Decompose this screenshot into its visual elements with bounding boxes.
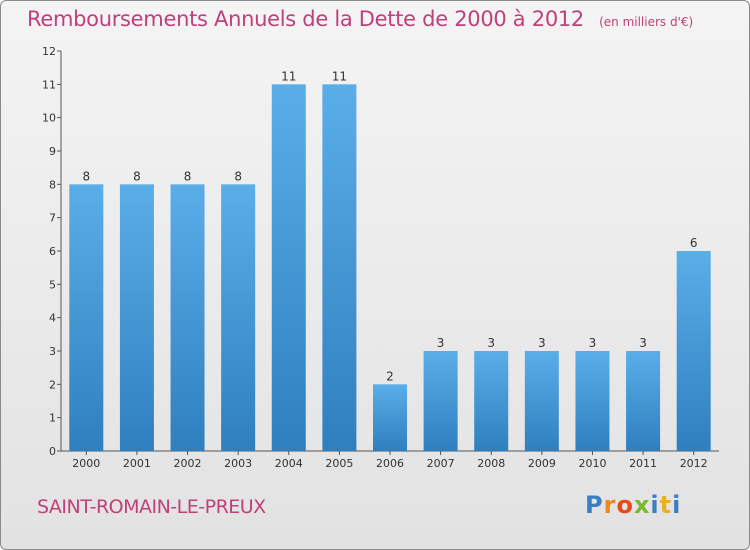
bar <box>575 351 610 451</box>
logo-letter: i <box>672 491 682 519</box>
logo-letter: P <box>585 491 604 519</box>
bar <box>524 351 559 451</box>
bar <box>221 184 256 452</box>
y-tick-label: 7 <box>49 212 56 225</box>
x-tick-label: 2004 <box>275 457 303 470</box>
bar <box>69 184 104 452</box>
x-tick-label: 2012 <box>680 457 708 470</box>
x-tick-label: 2001 <box>123 457 151 470</box>
y-tick-label: 6 <box>49 245 56 258</box>
data-label: 3 <box>437 336 445 350</box>
bar <box>626 351 661 451</box>
data-label: 8 <box>133 169 141 183</box>
logo-letter: r <box>603 491 617 519</box>
commune-name: SAINT-ROMAIN-LE-PREUX <box>37 496 266 518</box>
x-tick-label: 2007 <box>427 457 455 470</box>
y-tick-label: 1 <box>49 412 56 425</box>
y-tick-label: 3 <box>49 345 56 358</box>
bar <box>322 84 357 451</box>
bar <box>676 251 711 451</box>
data-label: 3 <box>589 336 597 350</box>
bar <box>373 384 407 451</box>
x-tick-label: 2008 <box>477 457 505 470</box>
y-tick-label: 0 <box>49 445 56 458</box>
y-tick-label: 12 <box>42 45 56 58</box>
x-tick-label: 2010 <box>578 457 606 470</box>
x-tick-label: 2009 <box>528 457 556 470</box>
bar <box>170 184 205 452</box>
x-tick-label: 2002 <box>174 457 202 470</box>
proxiti-logo: Proxiti <box>585 491 681 519</box>
chart-bars <box>69 84 711 452</box>
data-label: 3 <box>639 336 647 350</box>
data-label: 2 <box>386 369 394 383</box>
y-tick-label: 2 <box>49 378 56 391</box>
logo-letter: x <box>633 491 651 519</box>
x-tick-label: 2000 <box>72 457 100 470</box>
logo-letter: t <box>659 491 673 519</box>
bar <box>271 84 306 451</box>
data-label: 11 <box>332 69 347 83</box>
data-label: 3 <box>487 336 495 350</box>
data-label: 8 <box>82 169 90 183</box>
data-label: 3 <box>538 336 546 350</box>
data-label: 11 <box>281 69 296 83</box>
y-tick-label: 5 <box>49 278 56 291</box>
y-tick-label: 11 <box>42 78 56 91</box>
logo-letter: i <box>650 491 660 519</box>
x-tick-label: 2011 <box>629 457 657 470</box>
y-tick-label: 8 <box>49 178 56 191</box>
data-label: 8 <box>234 169 242 183</box>
y-tick-label: 4 <box>49 312 56 325</box>
x-tick-label: 2005 <box>325 457 353 470</box>
bar <box>474 351 509 451</box>
chart-title-block: Remboursements Annuels de la Dette de 20… <box>27 7 693 31</box>
chart-title: Remboursements Annuels de la Dette de 20… <box>27 7 584 31</box>
x-tick-label: 2003 <box>224 457 252 470</box>
y-tick-label: 9 <box>49 145 56 158</box>
data-label: 6 <box>690 236 698 250</box>
data-label: 8 <box>184 169 192 183</box>
bar <box>119 184 154 452</box>
chart-labels: 8 2000 8 2001 8 2002 8 2003 11 2004 11 2005 2 2006 3 20… <box>72 69 707 470</box>
bar <box>423 351 458 451</box>
y-tick-label: 10 <box>42 112 56 125</box>
logo-letter: o <box>616 491 634 519</box>
x-tick-label: 2006 <box>376 457 404 470</box>
chart-unit: (en milliers d'€) <box>599 15 694 29</box>
